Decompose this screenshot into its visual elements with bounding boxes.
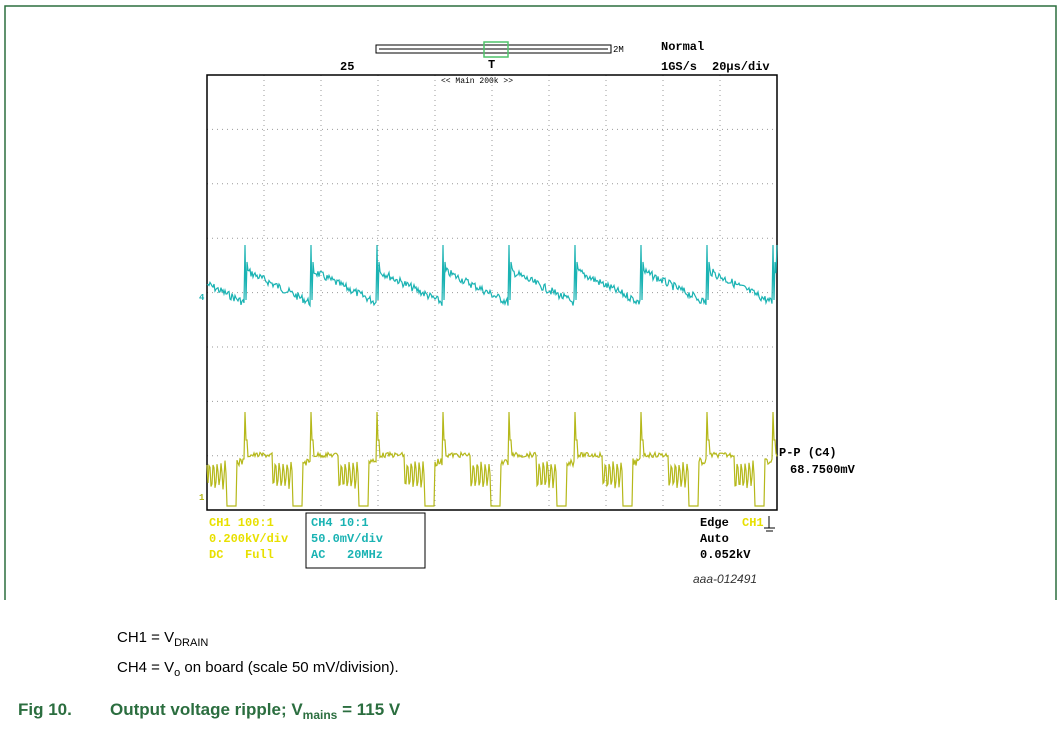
title-text: = 115 V [337,700,401,719]
note: CH1 = VDRAIN [117,629,208,649]
measurement-value: 68.7500mV [790,463,856,477]
ch4-coupling: AC 20MHz [311,548,383,562]
note-text: on board (scale 50 mV/division). [180,659,398,676]
graticule-frame [206,74,778,511]
trigger-level: 0.052kV [700,548,751,562]
zoom-label: << Main 200k >> [441,77,513,86]
note-text: CH1 = V [117,629,174,646]
graticule [207,75,777,510]
note-sub: DRAIN [174,637,208,649]
ch1-coupling: DC Full [209,548,274,562]
sample-rate: 1GS/s [661,60,697,74]
figure-number: Fig 10. [18,700,72,719]
ch1-scale: 0.200kV/div [209,532,288,546]
figure-frame [4,5,1057,600]
measurement-name: P-P (C4) [779,446,837,460]
zoom-window [483,41,509,58]
ch1-trace [206,411,778,507]
note-text: CH4 = V [117,659,174,676]
ch1-probe: CH1 100:1 [209,516,274,530]
ch4-marker: 4 [199,293,205,303]
figure-code: aaa-012491 [693,572,757,586]
ch1-marker: 1 [199,493,205,503]
timebase: 20µs/div [712,60,770,74]
trigger-marker: T [488,58,495,72]
trigger-mode: Edge [700,516,729,530]
note: CH4 = Vo on board (scale 50 mV/division)… [117,659,399,679]
record-bar [375,44,612,54]
ch4-probe: CH4 10:1 [311,516,369,530]
status: Normal [661,40,704,54]
ch4-scale: 50.0mV/div [311,532,383,546]
figure-title: Output voltage ripple; Vmains = 115 V [110,700,401,722]
ch4-trace [206,244,778,308]
trigger-icon [764,516,775,532]
trigger-sweep: Auto [700,532,729,546]
record-number: 25 [340,60,354,74]
ch4-box [305,512,426,569]
title-text: Output voltage ripple; V [110,700,303,719]
trigger-source: CH1 [742,516,764,530]
record-length: 2M [613,45,624,55]
note-sub: o [174,667,180,679]
title-sub: mains [303,708,338,722]
